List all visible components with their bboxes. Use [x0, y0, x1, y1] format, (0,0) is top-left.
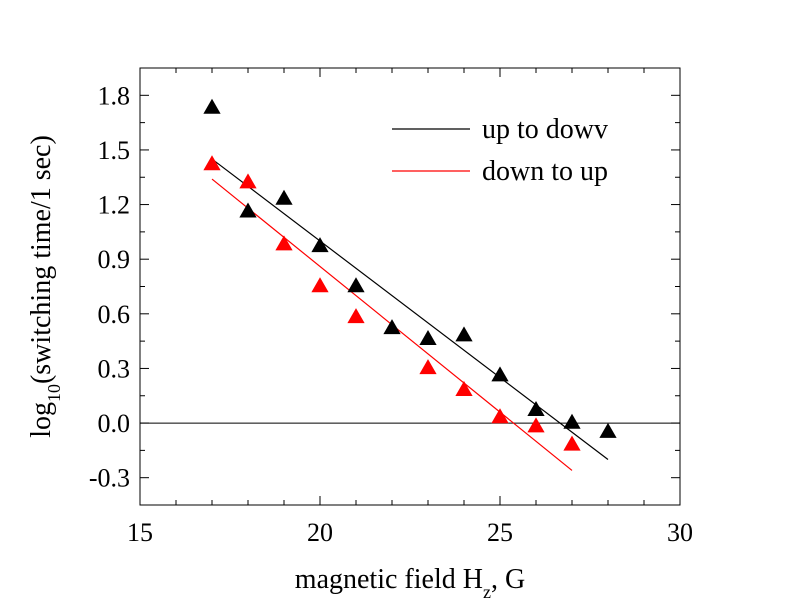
y-tick-label: 0.6	[98, 300, 131, 329]
x-tick-label: 15	[127, 518, 153, 547]
data-point-series-1	[239, 202, 257, 218]
data-point-series-1	[455, 326, 473, 342]
data-point-series-1	[383, 319, 401, 335]
data-point-series-2	[347, 308, 365, 324]
data-point-series-2	[527, 417, 545, 433]
fit-line-series-1	[211, 158, 609, 460]
legend-label: up to dowv	[482, 114, 608, 145]
data-point-series-2	[563, 435, 581, 451]
data-point-series-1	[599, 422, 617, 438]
data-point-series-2	[275, 235, 293, 251]
data-point-series-2	[419, 359, 437, 375]
data-point-series-2	[491, 408, 509, 424]
data-point-series-1	[527, 401, 545, 417]
x-axis-title: magnetic field Hz, G	[295, 564, 525, 602]
data-point-series-2	[203, 155, 221, 171]
y-tick-label: -0.3	[89, 464, 130, 493]
data-point-series-2	[455, 380, 473, 396]
data-point-series-1	[347, 277, 365, 293]
y-axis-title: log10(switching time/1 sec)	[26, 135, 64, 438]
data-point-series-1	[419, 330, 437, 346]
x-tick-label: 20	[307, 518, 333, 547]
y-tick-label: 0.0	[98, 409, 131, 438]
data-point-series-1	[491, 366, 509, 382]
data-point-series-2	[239, 173, 257, 189]
data-point-series-1	[203, 98, 221, 114]
data-point-series-1	[275, 189, 293, 205]
x-tick-label: 30	[667, 518, 693, 547]
y-tick-label: 1.5	[98, 136, 131, 165]
y-tick-label: 0.3	[98, 354, 131, 383]
y-tick-label: 1.8	[98, 81, 131, 110]
data-point-series-2	[311, 277, 329, 293]
data-point-series-1	[311, 237, 329, 253]
y-tick-label: 1.2	[98, 191, 131, 220]
y-tick-label: 0.9	[98, 245, 131, 274]
data-point-series-1	[563, 413, 581, 429]
legend-label: down to up	[482, 156, 608, 187]
x-tick-label: 25	[487, 518, 513, 547]
